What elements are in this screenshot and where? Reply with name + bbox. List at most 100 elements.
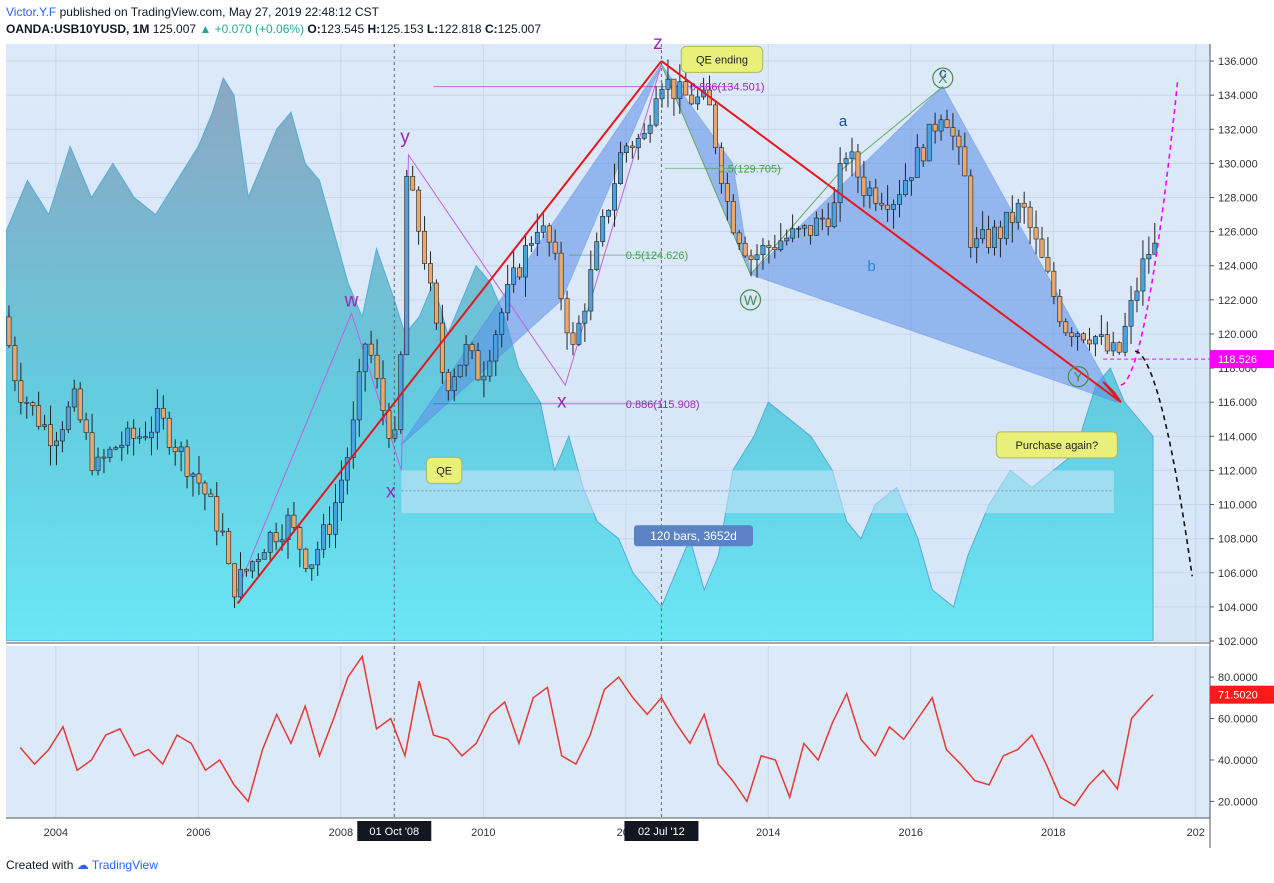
candle-body <box>95 456 101 471</box>
x-tick-label: 2014 <box>756 827 780 839</box>
date-label-oct-2008: 01 Oct '08 <box>369 826 419 838</box>
candle-body <box>849 151 855 159</box>
candle-body <box>1098 334 1104 337</box>
candle-body <box>665 78 671 90</box>
callout-qe-ending-box <box>680 45 764 73</box>
candle-body <box>202 482 208 495</box>
open-value: 123.545 <box>320 22 365 36</box>
candle-body <box>333 502 338 535</box>
high-label: H: <box>367 22 381 36</box>
x-tick-label: 2018 <box>1041 827 1065 839</box>
x-tick-label: 2010 <box>471 827 495 839</box>
y-tick-label: 114.000 <box>1218 431 1257 443</box>
candle-body <box>71 388 77 408</box>
rsi-tick-label: 80.0000 <box>1218 672 1258 684</box>
candle-body <box>908 177 914 181</box>
footer: Created with ☁ TradingView <box>6 858 158 872</box>
open-label: O: <box>307 22 321 36</box>
candle-body <box>261 552 267 560</box>
wave-label-y: y <box>400 127 410 148</box>
candle-body <box>813 217 819 236</box>
rsi-badge <box>1210 685 1274 704</box>
candle-body <box>623 145 629 154</box>
candle-body <box>267 532 273 553</box>
wave-label-b: b <box>867 258 875 275</box>
candle-body <box>1110 342 1116 352</box>
candle-body <box>451 376 457 392</box>
fib-05-upper-label: 0.5(129.705) <box>718 163 780 175</box>
candle-body <box>683 81 689 96</box>
candle-body <box>766 245 772 248</box>
x-tick-label: 2008 <box>329 827 353 839</box>
circle-label-w-ring <box>739 289 762 311</box>
candle-body <box>713 104 718 148</box>
candle-body <box>303 548 309 569</box>
candle-body <box>439 322 445 373</box>
circle-label-x: X <box>938 70 948 86</box>
main-plot-group <box>6 44 1210 641</box>
candle-body <box>754 254 760 260</box>
rsi-line <box>19 654 1154 807</box>
ohlc-legend: OANDA:USB10YUSD, 1M 125.007 ▲ +0.070 (+0… <box>6 22 541 36</box>
rsi-pane-bg <box>6 646 1210 818</box>
candle-body <box>997 226 1003 239</box>
candle-body <box>309 564 315 569</box>
candle-body <box>772 247 778 250</box>
candle-body <box>600 215 606 242</box>
candle-body <box>974 238 980 248</box>
candle-body <box>1116 342 1122 353</box>
price-badge <box>1210 350 1274 369</box>
wave-label-a: a <box>839 113 848 130</box>
low-label: L: <box>426 22 439 36</box>
circle-label-w: W <box>744 292 758 308</box>
wave-label-x-lower: x <box>386 482 396 503</box>
y-tick-label: 108.000 <box>1218 534 1258 546</box>
candle-body <box>244 569 249 572</box>
candle-body <box>445 371 451 392</box>
candle-body <box>30 402 36 406</box>
candle-body <box>279 539 285 543</box>
candle-body <box>956 135 962 148</box>
y-tick-label: 106.000 <box>1218 568 1258 580</box>
candle-body <box>1081 333 1086 341</box>
candle-body <box>879 203 885 206</box>
candle-body <box>784 237 790 242</box>
tradingview-brand[interactable]: TradingView <box>91 858 158 872</box>
callout-purchase-again: Purchase again? <box>1016 440 1099 452</box>
date-label-oct-2008-box <box>357 821 432 841</box>
candle-body <box>528 243 534 246</box>
symbol-title: OANDA:USB10YUSD, 1M <box>6 22 150 36</box>
callout-qe: QE <box>436 465 452 477</box>
candle-body <box>742 242 748 257</box>
circle-label-y: Y <box>1074 369 1084 385</box>
created-with-text: Created with <box>6 858 74 872</box>
candle-body <box>487 360 493 377</box>
candle-body <box>1057 296 1063 323</box>
candle-body <box>570 332 576 345</box>
candle-body <box>160 408 166 419</box>
candle-body <box>315 549 321 566</box>
candle-body <box>885 204 891 210</box>
candle-body <box>635 137 641 149</box>
candle-body <box>730 201 736 234</box>
candle-body <box>226 531 232 565</box>
candle-body <box>1063 321 1069 334</box>
candle-body <box>422 230 427 264</box>
author-link[interactable]: Victor.Y.F <box>6 5 57 19</box>
candle-body <box>873 187 879 204</box>
candle-body <box>428 263 433 284</box>
candle-body <box>344 457 350 481</box>
candle-body <box>386 410 392 439</box>
candle-body <box>255 558 261 563</box>
candle-body <box>392 429 398 439</box>
close-value: 125.007 <box>497 22 541 36</box>
candle-body <box>903 180 908 195</box>
candle-body <box>552 241 558 254</box>
candle-body <box>618 152 623 184</box>
candle-body <box>588 269 594 312</box>
candle-body <box>481 375 487 381</box>
candle-body <box>831 202 837 227</box>
candle-body <box>736 232 742 244</box>
candle-body <box>149 431 154 439</box>
